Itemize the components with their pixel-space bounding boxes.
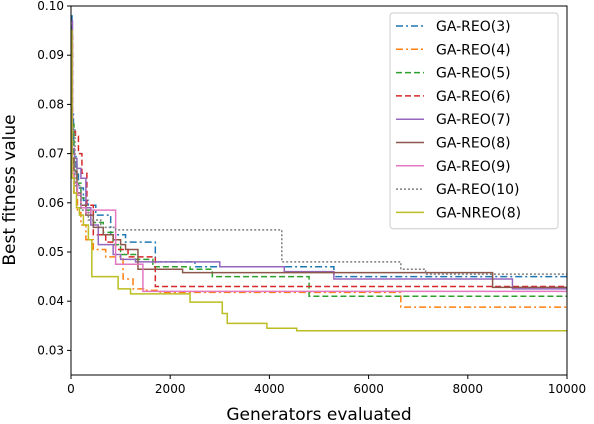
x-tick-label: 6000 — [353, 382, 384, 396]
x-tick-label: 8000 — [453, 382, 484, 396]
legend-entry-2: GA-REO(4) — [436, 42, 511, 58]
legend-box — [389, 12, 559, 230]
series-line-3 — [71, 24, 567, 298]
legend-entry-3: GA-REO(5) — [436, 66, 511, 82]
legend-entry-8: GA-REO(10) — [436, 182, 520, 198]
legend-entry-5: GA-REO(7) — [436, 112, 511, 128]
y-tick-label: 0.09 — [37, 48, 64, 62]
x-tick-label: 4000 — [254, 382, 285, 396]
legend-entry-9: GA-NREO(8) — [436, 205, 521, 221]
y-tick-label: 0.07 — [37, 147, 64, 161]
y-axis-title: Best fitness value — [0, 114, 20, 265]
series-line-8 — [71, 64, 567, 275]
y-tick-label: 0.06 — [37, 196, 64, 210]
y-tick-label: 0.08 — [37, 97, 64, 111]
y-tick-label: 0.04 — [37, 294, 64, 308]
x-axis-ticks: 0 2000 4000 6000 8000 10000 — [67, 375, 586, 396]
x-tick-label: 10000 — [548, 382, 586, 396]
legend-entry-6: GA-REO(8) — [436, 136, 511, 152]
series-line-5 — [71, 20, 567, 290]
series-layer — [71, 15, 567, 332]
y-tick-label: 0.10 — [37, 0, 64, 13]
legend: GA-REO(3) GA-REO(4) GA-REO(5) GA-REO(6) GA-R… — [389, 12, 559, 230]
x-tick-label: 2000 — [155, 382, 186, 396]
y-tick-label: 0.05 — [37, 245, 64, 259]
plot-frame — [70, 5, 568, 376]
series-line-9 — [71, 29, 567, 332]
legend-entry-4: GA-REO(6) — [436, 89, 511, 105]
x-axis-title: Generators evaluated — [226, 405, 411, 424]
legend-entry-7: GA-REO(9) — [436, 159, 511, 175]
y-tick-label: 0.03 — [37, 343, 64, 357]
legend-entry-1: GA-REO(3) — [436, 19, 511, 35]
x-tick-label: 0 — [67, 382, 75, 396]
y-axis-ticks: 0.03 0.04 0.05 0.06 0.07 0.08 0.09 0.10 — [37, 0, 71, 357]
